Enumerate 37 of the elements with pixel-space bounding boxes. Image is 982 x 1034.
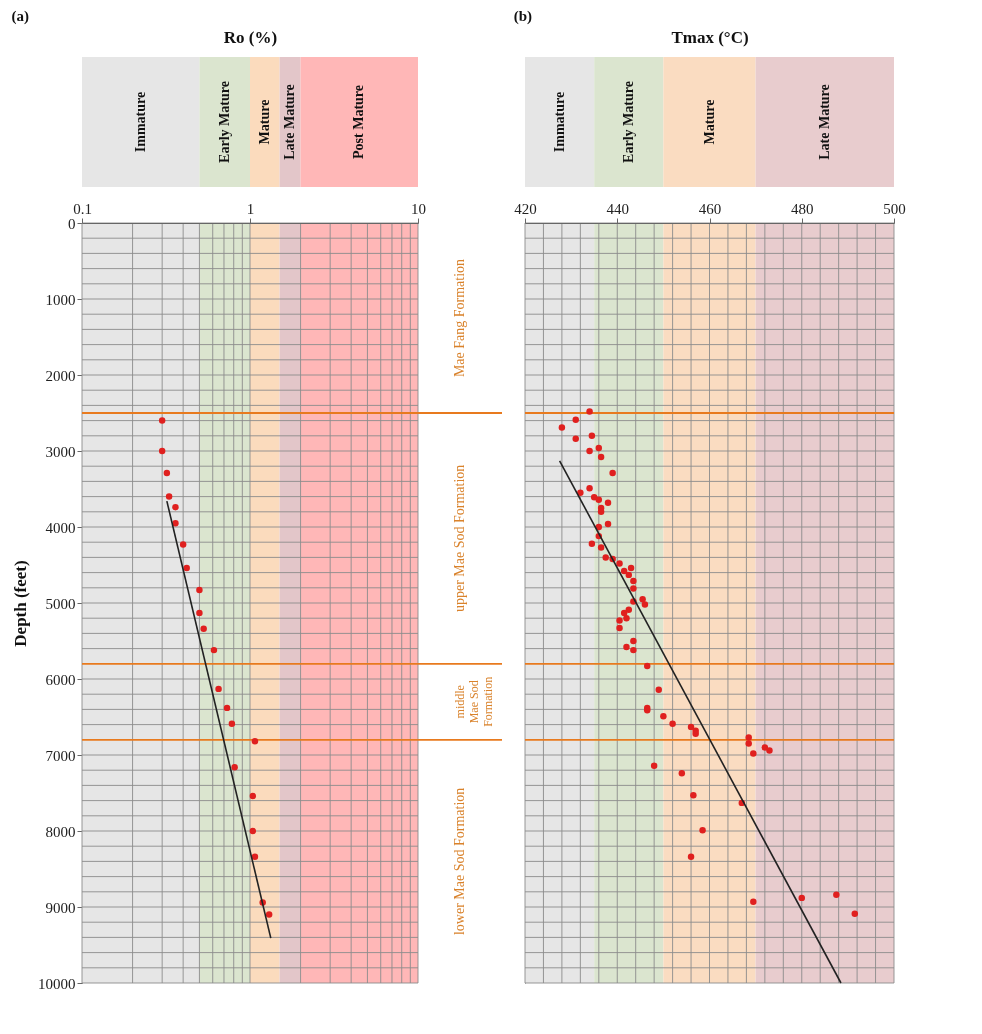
text: middle Mae Sod Formation — [453, 676, 495, 727]
y-tick-label: 7000 — [45, 747, 76, 764]
y-tick-label: 9000 — [45, 899, 76, 916]
x-tick-label: 420 — [514, 200, 537, 217]
x-tick-label: 460 — [698, 200, 722, 217]
x-axis-title: Ro (%) — [223, 27, 278, 47]
y-axis-title: Depth (feet) — [11, 560, 30, 647]
chart-title: (a) — [11, 8, 29, 25]
x-tick-label: 0.1 — [73, 200, 92, 217]
x-axis-title: Tmax (°C) — [671, 27, 749, 47]
x-tick-label: 500 — [883, 200, 906, 217]
band-label: Immature — [551, 91, 567, 153]
y-tick-label: 2000 — [45, 367, 76, 384]
band-label: Post Mature — [351, 85, 367, 159]
x-tick-label: 1 — [246, 200, 255, 217]
y-tick-label: 8000 — [45, 823, 76, 840]
y-tick-label: 4000 — [45, 519, 76, 536]
y-tick-label: 3000 — [45, 443, 76, 460]
y-tick-label: 6000 — [45, 671, 76, 688]
x-tick-label: 480 — [791, 200, 814, 217]
text: upper Mae Sod Formation — [452, 464, 467, 613]
band-label: Immature — [132, 91, 148, 153]
x-tick-label: 440 — [606, 200, 629, 217]
y-tick-label: 5000 — [45, 595, 76, 612]
band-label: Mature — [256, 99, 272, 145]
band-label: Late Mature — [282, 84, 298, 160]
y-tick-label: 1000 — [45, 291, 76, 308]
band-label: Mature — [701, 99, 717, 145]
band-label: Early Mature — [620, 81, 636, 163]
text: Mae Fang Formation — [452, 258, 467, 378]
y-tick-label: 10000 — [38, 975, 76, 992]
band-label: Late Mature — [816, 84, 832, 160]
y-tick-label: 0 — [68, 215, 76, 232]
x-tick-label: 10 — [411, 200, 426, 217]
chart-title: (b) — [513, 8, 533, 25]
band-label: Early Mature — [216, 81, 232, 163]
text: lower Mae Sod Formation — [452, 787, 467, 936]
